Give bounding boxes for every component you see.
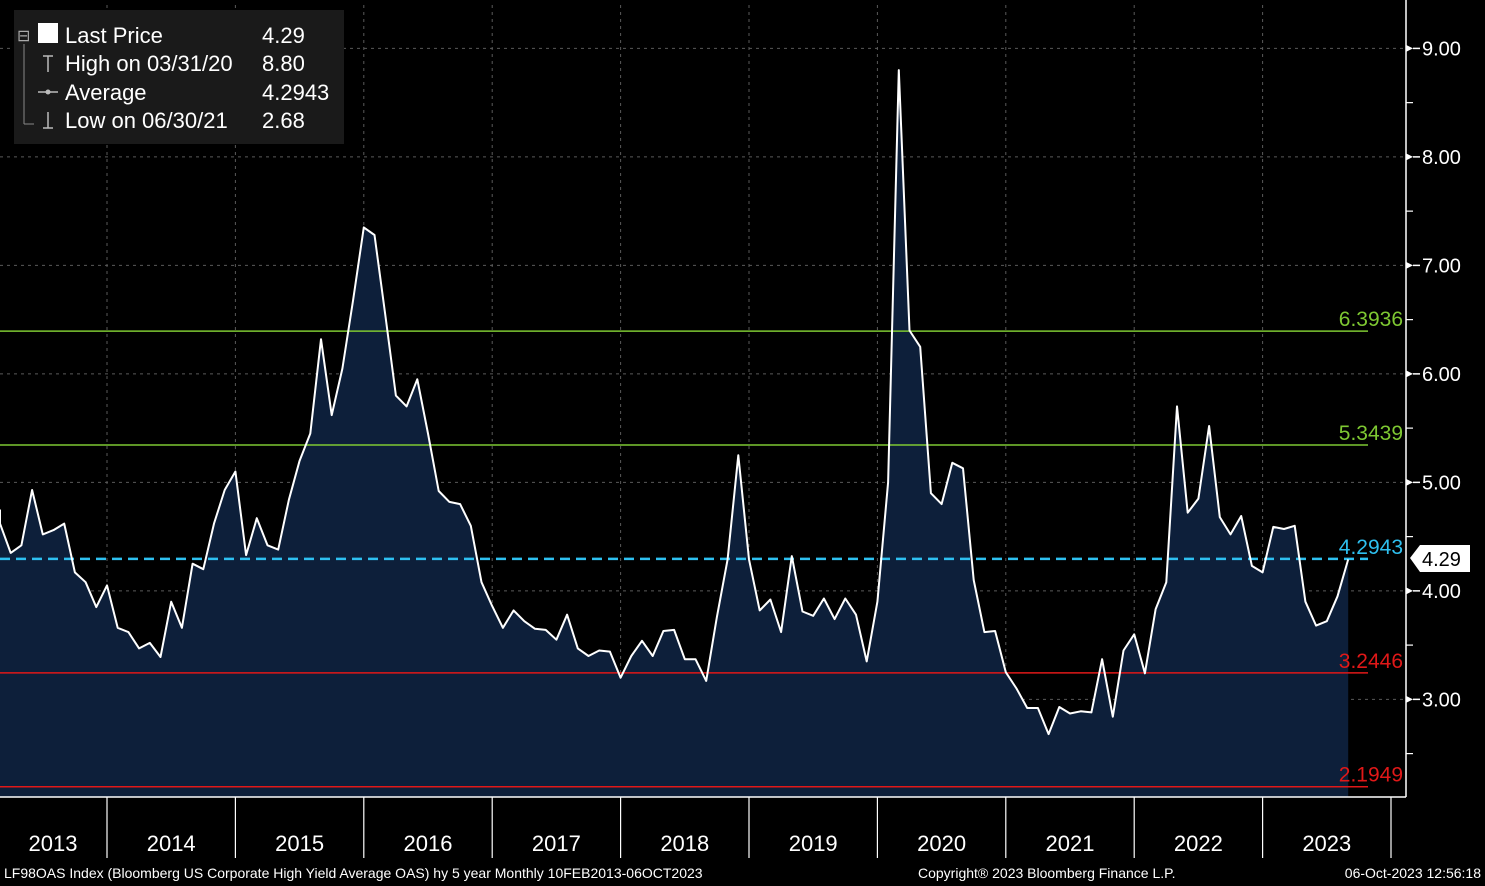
y-tick-label: 8.00 <box>1422 147 1461 169</box>
footer-copyright: Copyright® 2023 Bloomberg Finance L.P. <box>918 865 1176 881</box>
reference-line-label-5: 2.1949 <box>1339 764 1403 787</box>
legend-label-low: Low on 06/30/21 <box>65 108 228 133</box>
x-tick-label: 2018 <box>660 831 709 856</box>
x-tick-label: 2021 <box>1046 831 1095 856</box>
legend-value-high: 8.80 <box>262 51 305 76</box>
reference-lines <box>0 330 1368 788</box>
y-tick-label: 7.00 <box>1422 255 1461 277</box>
legend-high-icon <box>43 55 53 72</box>
y-axis-ticks: 3.00 4.00 5.00 6.00 7.00 8.00 9.00 <box>1406 38 1461 755</box>
y-tick-label: 9.00 <box>1422 38 1461 60</box>
axes <box>0 0 1407 798</box>
y-tick-mark <box>1406 695 1413 703</box>
series-area-fill <box>0 70 1349 798</box>
x-tick-label: 2013 <box>29 831 78 856</box>
reference-line-label-3: 4.2943 <box>1339 536 1403 559</box>
y-tick-mark <box>1406 261 1413 269</box>
reference-line-label-1: 6.3936 <box>1339 308 1403 331</box>
y-tick-label: 3.00 <box>1422 689 1461 711</box>
y-tick-label: 4.00 <box>1422 581 1461 603</box>
legend-low-icon <box>43 112 53 129</box>
y-tick-label: 6.00 <box>1422 364 1461 386</box>
x-tick-label: 2016 <box>404 831 453 856</box>
x-axis-ticks: 2013 2014 2015 2016 2017 2018 2019 2020 2021 2022… <box>29 797 1392 858</box>
y-tick-mark <box>1406 153 1413 161</box>
x-tick-label: 2022 <box>1174 831 1223 856</box>
legend-swatch-last-price <box>38 23 58 43</box>
legend-value-average: 4.2943 <box>262 80 329 105</box>
last-price-marker: 4.29 <box>1410 545 1470 572</box>
x-tick-label: 2014 <box>147 831 196 856</box>
last-price-box <box>1410 545 1470 572</box>
legend-value-last-price: 4.29 <box>262 23 305 48</box>
x-tick-label: 2017 <box>532 831 581 856</box>
legend-label-high: High on 03/31/20 <box>65 51 233 76</box>
y-tick-mark <box>1406 587 1413 595</box>
reference-line-label-2: 5.3439 <box>1339 422 1403 445</box>
legend-collapse-icon[interactable]: ⊟ <box>17 26 30 45</box>
y-tick-mark <box>1406 478 1413 486</box>
y-tick-label: 5.00 <box>1422 472 1461 494</box>
footer-timestamp: 06-Oct-2023 12:56:18 <box>1345 865 1481 881</box>
footer-bar <box>0 860 1485 886</box>
footer-description: LF98OAS Index (Bloomberg US Corporate Hi… <box>4 865 703 881</box>
reference-line-labels: 6.3936 5.3439 4.2943 3.2446 2.1949 <box>1339 308 1403 787</box>
legend-label-average: Average <box>65 80 147 105</box>
x-tick-label: 2019 <box>789 831 838 856</box>
series-line-last-price <box>0 69 1350 736</box>
legend-average-icon <box>38 89 58 95</box>
x-tick-label: 2020 <box>917 831 966 856</box>
legend-label-last-price: Last Price <box>65 23 163 48</box>
reference-line-label-4: 3.2446 <box>1339 650 1403 673</box>
legend-box <box>14 10 344 144</box>
legend: ⊟ Last Price 4.29 High on 03/31/20 8.80 … <box>14 10 344 144</box>
x-tick-label: 2015 <box>275 831 324 856</box>
legend-value-low: 2.68 <box>262 108 305 133</box>
y-tick-mark <box>1406 44 1413 52</box>
last-price-box-value: 4.29 <box>1422 549 1461 571</box>
x-tick-label: 2023 <box>1302 831 1351 856</box>
y-tick-mark <box>1406 370 1413 378</box>
